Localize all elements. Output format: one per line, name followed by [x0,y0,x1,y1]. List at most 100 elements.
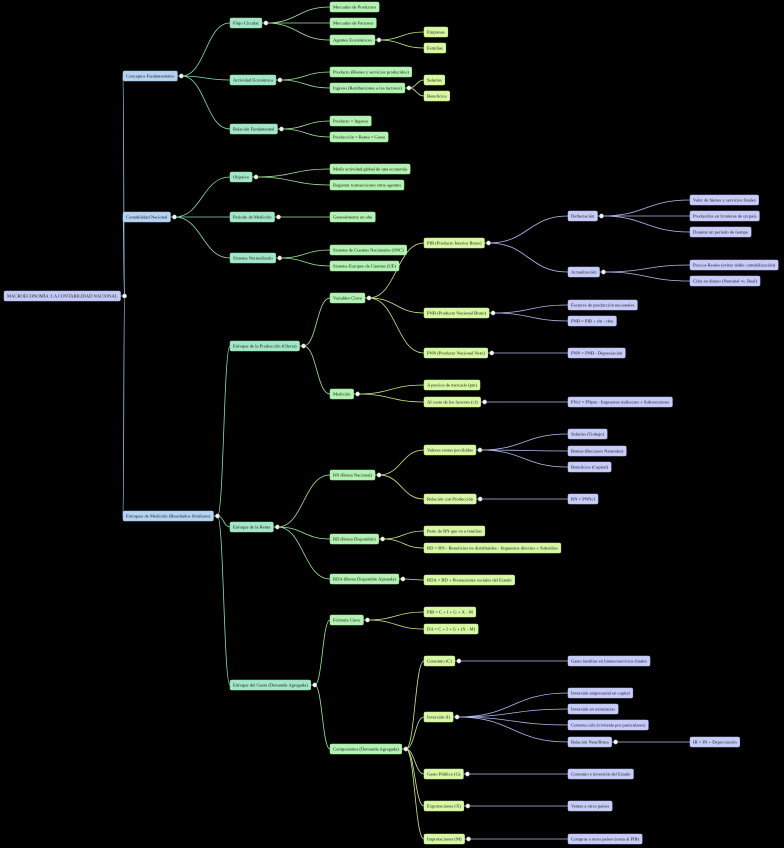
node: PNcf = PNpm - Impuestos indirectos + Sub… [567,396,673,408]
connector [488,242,569,273]
connector [265,6,331,24]
node-box [567,655,651,667]
node-box [567,347,626,359]
node-box [567,800,613,812]
collapse-dot [599,213,604,219]
node-box [567,687,634,699]
node-box [329,17,377,29]
collapse-dot [178,73,184,79]
node-label: Consumo (C) [427,658,452,663]
node-label: Salarios [427,77,442,82]
collapse-dot [490,310,496,316]
node-label: Rentas (Recursos Naturales) [571,448,624,453]
node-label: Actividad Económica [233,77,273,82]
node-box [567,703,619,715]
node-box [567,445,627,457]
connector [379,474,425,500]
node-box [423,26,449,38]
node-label: Al coste de los factores (cf) [427,399,478,404]
connector [181,75,231,81]
connector [357,384,425,395]
node: Contabilidad Nacional [122,211,171,223]
connector [378,31,425,41]
node: Parte de RN que va a familias [423,525,486,537]
connector [217,345,231,517]
node-label: MACROECONOMÍA: LA CONTABILIDAD NACIONAL [7,293,118,298]
connector [277,474,331,528]
connector [279,79,331,89]
collapse-dot [276,214,281,220]
node-label: Componentes (Demanda Agregada) [333,746,399,751]
node-box [689,210,760,222]
node: Ventas a otros países [567,800,613,812]
collapse-dot [406,85,412,91]
connector [601,199,691,217]
connector [402,578,425,581]
collapse-dot [366,295,372,301]
collapse-dot [122,293,127,299]
node-box [423,42,447,54]
node-label: Inversión (I) [427,714,451,719]
node-label: Mercados de Factores [333,20,374,25]
collapse-dot [482,399,488,405]
node: Flujo Circular [229,17,263,29]
node-label: Relación Neta/Bruta [571,739,609,744]
collapse-dot [279,126,284,132]
node-box [423,542,562,554]
node-box [567,719,649,731]
node-label: Gasto Público (G) [427,771,461,776]
node-label: RN (Renta Nacional) [333,472,373,477]
node: Generalmente un año [329,211,376,223]
node: Salarios (Trabajo) [567,428,608,440]
collapse-dot [215,513,220,519]
node-label: Periodo de Medición [233,214,272,219]
node-label: PNB (Producto Nacional Bruto) [427,310,487,315]
connector [479,433,569,451]
node: Empresas [423,26,449,38]
node-label: Factores de producción nacionales [571,302,635,307]
collapse-dot [477,496,483,502]
connector [174,216,231,259]
node-label: PNcf = PNpm - Impuestos indirectos + Sub… [571,399,670,404]
node-label: Enfoque de la Producción (Oferta) [233,343,297,348]
connector [122,295,125,517]
node-label: Salarios (Trabajo) [571,431,605,436]
node-label: PNB = PIB + rfn - rfne [571,318,613,323]
node-label: Valor de bienes y servicios finales [693,197,756,202]
node: Consumo (C) [423,655,456,667]
node-box [689,226,752,238]
node-box [329,260,400,272]
node: PIB (Producto Interior Bruto) [423,237,485,249]
node: Componentes (Demanda Agregada) [329,743,403,755]
node: Mercados de Factores [329,17,377,29]
collapse-dot [301,343,306,349]
node-label: Conceptos Fundamentales [126,73,175,78]
connector [405,716,425,750]
connector [408,87,425,97]
node-box [567,493,599,505]
connector [382,538,425,549]
node-box [567,768,634,780]
node: Inversión en existencias [567,703,619,715]
collapse-dot [263,20,269,26]
node: Cifra en dinero (Nominal vs. Real) [689,275,761,287]
connector [479,449,569,452]
collapse-dot [400,576,406,582]
node-label: RN = PNNcf [571,496,595,501]
node: Producto = Ingreso [329,115,372,127]
node: MACROECONOMÍA: LA CONTABILIDAD NACIONAL [3,290,121,302]
collapse-dot [454,714,460,720]
collapse-dot [466,836,471,842]
node-box [423,90,450,102]
node-label: Ingreso (Retribuciones a los factores) [333,85,402,90]
collapse-dot [355,391,361,397]
node: Valor de bienes y servicios finales [689,194,759,206]
connector [174,176,231,218]
node: Registrar transacciones entre agentes [329,179,405,191]
node: RDA = RD + Prestaciones sociales del Est… [423,574,515,586]
node-label: Mercados de Productos [333,4,376,9]
node-box [423,606,477,618]
node-label: IB = IN + Depreciación [693,739,737,744]
connector [367,619,425,630]
